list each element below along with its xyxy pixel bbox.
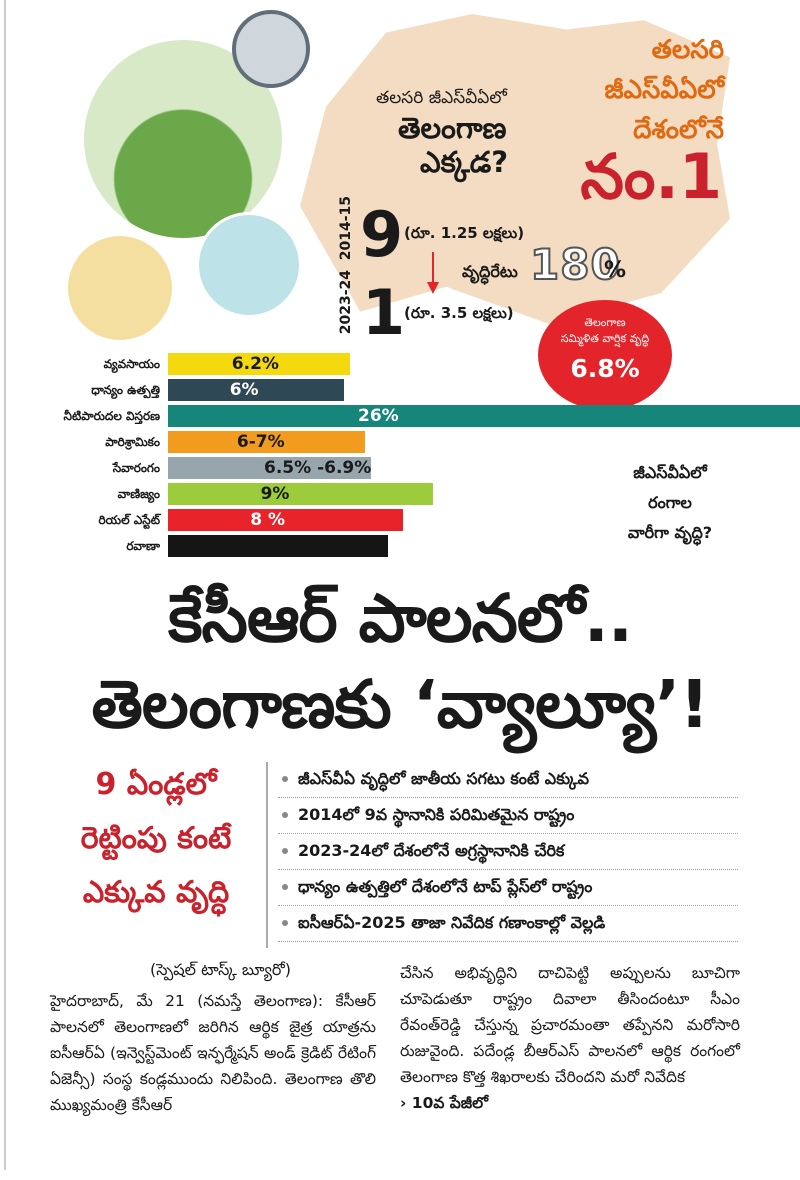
- byline: (స్పెషల్ టాస్క్ బ్యూరో): [150, 960, 292, 979]
- badge-line-1: తెలంగాణ: [584, 316, 626, 329]
- highlights-list: జీఎస్‌వీఏ వృద్ధిలో జాతీయ సగటు కంటే ఎక్కు…: [278, 762, 738, 942]
- list-item: 2014లో 9వ స్థానానికి పరిమితమైన రాష్ట్రం: [278, 798, 738, 834]
- bar: [168, 379, 345, 401]
- subhead: 9 ఏండ్లలో రెట్టింపు కంటే ఎక్కువ వృద్ధి: [56, 758, 256, 920]
- tagline-line: తలసరి: [651, 35, 724, 65]
- bar-row: పారిశ్రామికం 6-7%: [0, 430, 800, 454]
- bar-category-label: వాణిజ్యం: [117, 487, 160, 501]
- bar: [168, 483, 433, 505]
- list-item: ధాన్యం ఉత్పత్తిలో దేశంలోనే టాప్ ప్లేస్‌ల…: [278, 870, 738, 906]
- bullet-icon: [282, 920, 288, 926]
- chart-note-line: వారీగా వృద్ధి?: [627, 523, 713, 542]
- bar-row: వ్యవసాయం 6.2%: [0, 352, 800, 376]
- question-line-2: తెలంగాణ: [398, 111, 507, 145]
- year-old: 2014-15: [338, 196, 354, 261]
- amount-new: (రూ. 3.5 లక్షలు): [404, 304, 514, 322]
- subhead-line: ఎక్కువ వృద్ధి: [82, 875, 230, 910]
- bar-category-label: రియల్ ఎస్టేట్: [98, 513, 160, 527]
- bar-value-label: 6.2%: [231, 354, 279, 374]
- bar-row: రియల్ ఎస్టేట్ 8 %: [0, 508, 800, 532]
- article-text-right: చేసిన అభివృద్ధిని దాచిపెట్టి అప్పులను బూ…: [400, 964, 740, 1086]
- growth-rate-value: 180: [529, 239, 621, 290]
- page-edge: [4, 0, 6, 1170]
- road-illustration: [232, 10, 310, 88]
- highlight-text: 2023-24లో దేశంలోనే అగ్రస్థానానికి చేరిక: [298, 841, 565, 860]
- subhead-line: రెట్టింపు కంటే: [80, 821, 232, 856]
- chevron-right-icon: ›: [400, 1094, 407, 1112]
- year-new: 2023-24: [338, 270, 354, 335]
- bar: [168, 535, 389, 557]
- highlight-text: ఐసీఆర్‌ఏ-2025 తాజా నివేదిక గణాంకాల్లో వె…: [298, 913, 606, 932]
- rank-number-one: నం.1: [580, 140, 722, 213]
- article-column-left: హైదరాబాద్, మే 21 (నమస్తే తెలంగాణ): కేసీఆ…: [50, 988, 376, 1118]
- list-item: 2023-24లో దేశంలోనే అగ్రస్థానానికి చేరిక: [278, 834, 738, 870]
- bar: [168, 405, 800, 427]
- down-arrow-icon: [427, 252, 439, 294]
- list-item: జీఎస్‌వీఏ వృద్ధిలో జాతీయ సగటు కంటే ఎక్కు…: [278, 762, 738, 798]
- bar-value-label: 9%: [260, 484, 290, 504]
- bullet-icon: [282, 848, 288, 854]
- chart-note-line: జీఎస్‌వీఏలో: [633, 463, 707, 482]
- highlight-text: జీఎస్‌వీఏ వృద్ధిలో జాతీయ సగటు కంటే ఎక్కు…: [298, 769, 589, 788]
- telangana-map-shape: [300, 14, 730, 324]
- rank-new: 1: [362, 276, 406, 349]
- question-line-3: ఎక్కడ?: [420, 145, 509, 179]
- divider: [266, 762, 268, 948]
- tagline-line: జీఎస్‌వీఏలో: [604, 75, 724, 105]
- chart-note-line: రంగాల: [648, 493, 692, 512]
- bar: [168, 457, 371, 479]
- investment-illustration: [68, 236, 172, 340]
- amount-old: (రూ. 1.25 లక్షలు): [404, 224, 525, 242]
- bar: [168, 431, 365, 453]
- bar: [168, 509, 404, 531]
- bar-value-label: 6.5% -6.9%: [264, 458, 372, 478]
- sector-growth-chart: వ్యవసాయం 6.2% ధాన్యం ఉత్పత్తి 6% నీటిపారుదల …: [0, 352, 800, 572]
- tagline: తలసరి జీఎస్‌వీఏలో దేశంలోనే: [605, 30, 724, 150]
- bar-row: సేవారంగం 6.5% -6.9%: [0, 456, 800, 480]
- bullet-icon: [282, 812, 288, 818]
- growth-rate-unit: %: [604, 258, 627, 283]
- bullet-icon: [282, 884, 288, 890]
- badge-line-2: సమ్మిళిత వార్షిక వృద్ధి: [560, 332, 650, 345]
- article-text-left: హైదరాబాద్, మే 21 (నమస్తే తెలంగాణ): కేసీఆ…: [50, 992, 376, 1114]
- subhead-line: 9 ఏండ్లలో: [95, 767, 217, 802]
- bar-row: రవాణా: [0, 534, 800, 558]
- bar-row: నీటిపారుదల విస్తరణ 26%: [0, 404, 800, 428]
- bar-category-label: ధాన్యం ఉత్పత్తి: [91, 383, 160, 397]
- highlight-text: 2014లో 9వ స్థానానికి పరిమితమైన రాష్ట్రం: [298, 805, 575, 824]
- rank-old: 9: [360, 198, 404, 271]
- growth-rate-label: వృద్ధిరేటు: [462, 262, 518, 281]
- cagr-badge: తెలంగాణ సమ్మిళిత వార్షిక వృద్ధి 6.8%: [538, 300, 672, 410]
- bar-category-label: వ్యవసాయం: [103, 357, 160, 371]
- tagline-line: దేశంలోనే: [633, 115, 724, 145]
- bar-value-label: 6-7%: [236, 432, 285, 452]
- bar-category-label: సేవారంగం: [112, 461, 160, 475]
- bullet-icon: [282, 776, 288, 782]
- question-line-1: తలసరి జీఎస్‌వీఏలో: [376, 88, 507, 108]
- bar-value-label: 26%: [358, 406, 399, 426]
- headline-line-1: కేసీఆర్ పాలనలో..: [168, 580, 633, 657]
- continued-link[interactable]: › 10వ పేజీలో: [400, 1094, 488, 1112]
- bar-value-label: 8 %: [250, 510, 286, 530]
- bar-row: ధాన్యం ఉత్పత్తి 6%: [0, 378, 800, 402]
- bar: [168, 353, 351, 375]
- bar-category-label: పారిశ్రామికం: [105, 435, 160, 449]
- continued-text: 10వ పేజీలో: [411, 1094, 489, 1112]
- badge-value: 6.8%: [570, 354, 640, 383]
- article-column-right: చేసిన అభివృద్ధిని దాచిపెట్టి అప్పులను బూ…: [400, 960, 740, 1116]
- bar-row: వాణిజ్యం 9%: [0, 482, 800, 506]
- bar-category-label: నీటిపారుదల విస్తరణ: [63, 409, 160, 423]
- chart-note: జీఎస్‌వీఏలో రంగాల వారీగా వృద్ధి?: [600, 458, 740, 548]
- list-item: ఐసీఆర్‌ఏ-2025 తాజా నివేదిక గణాంకాల్లో వె…: [278, 906, 738, 942]
- highlight-text: ధాన్యం ఉత్పత్తిలో దేశంలోనే టాప్ ప్లేస్‌ల…: [298, 877, 593, 896]
- bar-category-label: రవాణా: [126, 539, 160, 553]
- bar-value-label: 6%: [229, 380, 259, 400]
- farmer-illustration: [196, 212, 302, 318]
- headline-line-2: తెలంగాణకు ‘వ్యాల్యూ’!: [91, 666, 710, 743]
